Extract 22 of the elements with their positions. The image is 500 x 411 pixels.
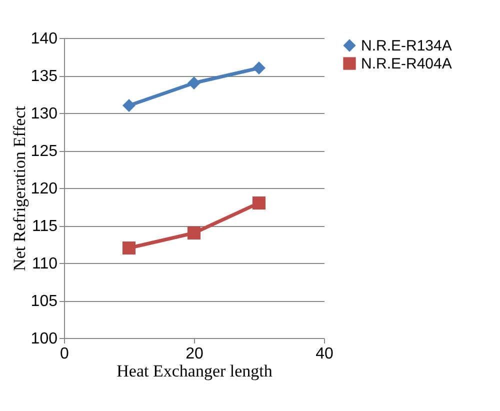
legend-label: N.R.E-R404A xyxy=(361,56,452,72)
x-tick-label: 0 xyxy=(60,346,70,362)
point xyxy=(252,61,266,75)
y-tick-label: 105 xyxy=(30,293,58,310)
point xyxy=(122,98,136,112)
y-tick-label: 100 xyxy=(30,330,58,348)
x-tick-label: 40 xyxy=(316,346,334,362)
point xyxy=(252,196,266,210)
y-tick-label: 125 xyxy=(30,143,58,160)
x-axis-title: Heat Exchanger length xyxy=(116,362,273,380)
point xyxy=(187,76,201,90)
point xyxy=(187,226,201,240)
y-tick-label: 130 xyxy=(30,106,58,122)
point xyxy=(122,241,136,255)
x-tick-label: 20 xyxy=(186,346,204,362)
legend-label: N.R.E-R134A xyxy=(361,38,452,54)
y-tick-label: 140 xyxy=(30,30,58,48)
y-tick-label: 120 xyxy=(30,180,58,198)
y-tick-label: 110 xyxy=(32,256,58,272)
y-tick-label: 135 xyxy=(30,68,58,85)
y-tick-label: 115 xyxy=(32,218,58,235)
y-axis-title: Net Refrigeration Effect xyxy=(10,106,29,271)
